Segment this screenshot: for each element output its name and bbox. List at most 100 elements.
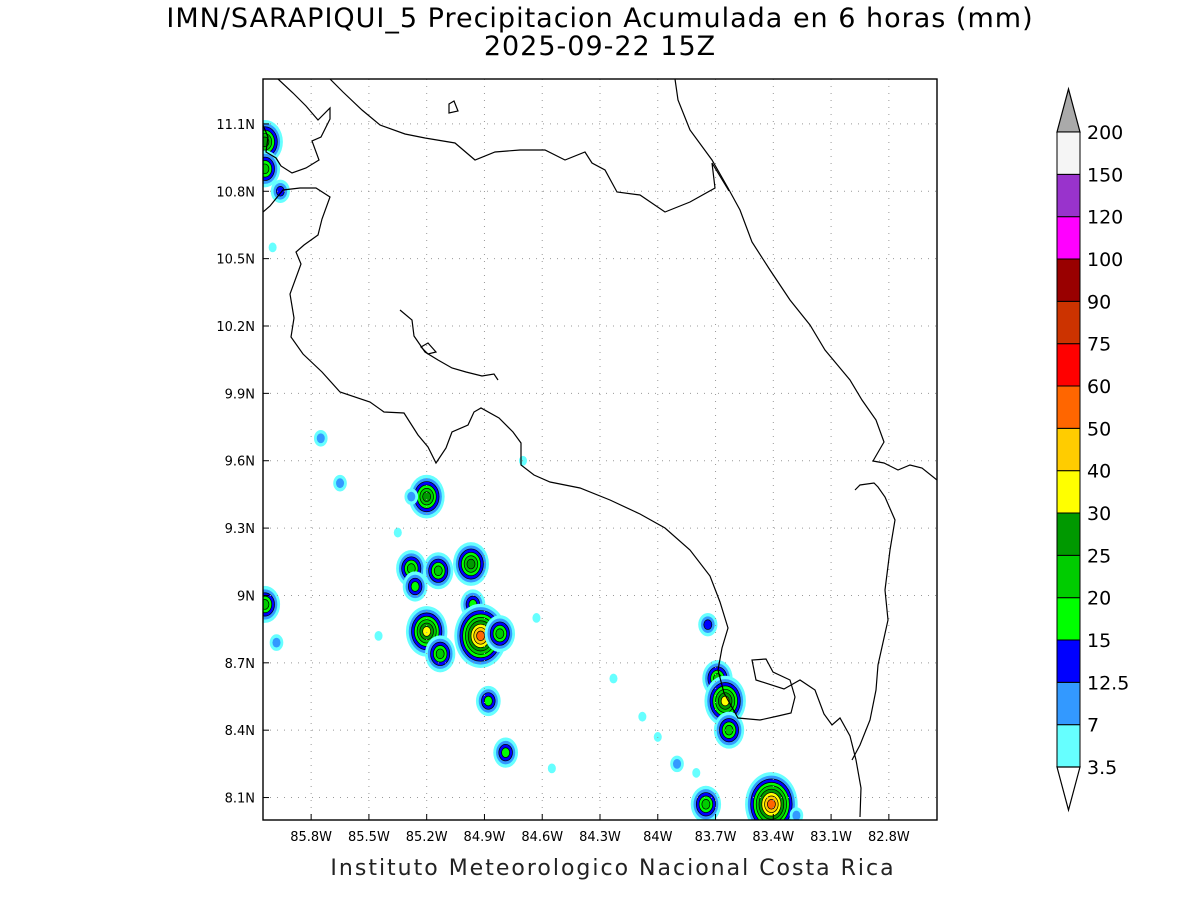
precip-cell xyxy=(692,767,701,778)
colorbar-level-label: 12.5 xyxy=(1087,672,1129,694)
precip-contour xyxy=(316,433,325,444)
precip-cell xyxy=(313,429,328,447)
precip-contour xyxy=(638,711,647,722)
tick-label-lon: 85.2W xyxy=(406,830,448,845)
island xyxy=(420,342,438,355)
precip-cell xyxy=(745,772,798,820)
precip-cell xyxy=(270,179,290,203)
colorbar-swatch xyxy=(1056,131,1081,175)
nicoya-peninsula-inner xyxy=(399,309,499,381)
caribbean-coast xyxy=(674,79,937,481)
tick-label-lat: 9N xyxy=(237,589,255,604)
colorbar-swatch xyxy=(1056,470,1081,514)
precip-contour xyxy=(495,628,505,639)
precip-cell xyxy=(475,685,501,717)
tick-label-lat: 9.6N xyxy=(225,455,255,470)
precip-cell xyxy=(423,552,454,590)
colorbar-swatch xyxy=(1056,724,1081,768)
colorbar-level-label: 20 xyxy=(1087,588,1111,610)
precip-contour xyxy=(466,558,476,570)
colorbar-swatch xyxy=(1056,681,1081,726)
tick-label-lat: 9.3N xyxy=(225,522,255,537)
colorbar-swatch xyxy=(1056,258,1081,302)
tick-label-lat: 11.1N xyxy=(216,118,255,133)
precip-contour xyxy=(433,565,443,577)
precip-cell xyxy=(268,242,277,253)
tick-label-lon: 84.9W xyxy=(464,830,506,845)
precip-cell xyxy=(402,571,428,602)
longitude-tick-labels: 85.8W 85.5W 85.2W 84.9W 84.6W 84.3W 84W 83.7W 83… xyxy=(290,814,910,845)
precip-cell xyxy=(547,763,556,774)
colorbar-swatch xyxy=(1056,512,1081,556)
precip-cell xyxy=(789,807,804,820)
colorbar-swatch xyxy=(1056,639,1081,683)
colorbar-level-label: 40 xyxy=(1087,461,1111,483)
precip-contour xyxy=(410,581,420,592)
tick-label-lon: 83.4W xyxy=(752,830,794,845)
nicoya-gulf-coast xyxy=(263,187,862,818)
coastline-boundaries xyxy=(263,79,937,818)
precip-cell xyxy=(713,711,745,749)
colorbar-level-label: 50 xyxy=(1087,418,1111,440)
footer-credit: Instituto Meteorologico Nacional Costa R… xyxy=(330,856,896,881)
precip-contour xyxy=(336,478,345,489)
precip-cell xyxy=(690,785,722,820)
colorbar-level-label: 120 xyxy=(1087,207,1123,229)
colorbar-level-label: 60 xyxy=(1087,376,1111,398)
precip-contour xyxy=(532,613,541,623)
tick-label-lat: 8.7N xyxy=(225,657,255,672)
colorbar-swatch xyxy=(1056,385,1081,429)
tick-label-lat: 10.2N xyxy=(216,320,255,335)
precip-contour xyxy=(609,673,618,684)
colorbar-swatch xyxy=(1056,427,1081,472)
precip-contour xyxy=(268,242,277,253)
map-subtitle: 2025-09-22 15Z xyxy=(483,31,717,62)
precip-cell xyxy=(484,615,516,653)
colorbar-level-label: 30 xyxy=(1087,503,1111,525)
precip-cell xyxy=(333,474,347,492)
tick-label-lat: 10.5N xyxy=(216,253,255,268)
precip-cell xyxy=(263,585,281,623)
precip-contour xyxy=(476,630,485,642)
precip-cell xyxy=(453,542,489,586)
lake-island xyxy=(448,100,459,114)
colorbar-level-label: 15 xyxy=(1087,630,1111,652)
tick-label-lat: 8.4N xyxy=(225,724,255,739)
precip-contour xyxy=(263,163,270,175)
precip-cell xyxy=(609,673,618,684)
precip-contour xyxy=(673,758,682,769)
colorbar-legend: 3.5 7 12.5 15 20 25 30 40 50 60 75 90 100 120 150 200 xyxy=(1056,86,1129,813)
tick-label-lon: 84.3W xyxy=(579,830,621,845)
tick-label-lon: 84.6W xyxy=(521,830,563,845)
precip-contour xyxy=(393,527,402,538)
precip-cell xyxy=(404,488,419,505)
tick-label-lon: 83.7W xyxy=(695,830,737,845)
precip-cell xyxy=(493,737,519,768)
precip-contour xyxy=(483,695,493,707)
colorbar-swatch xyxy=(1056,597,1081,641)
precip-contour xyxy=(701,799,711,810)
precip-contour xyxy=(547,763,556,774)
colorbar-level-label: 75 xyxy=(1087,334,1111,356)
precip-cell xyxy=(263,150,281,188)
precip-contour xyxy=(422,626,432,637)
precip-cell xyxy=(698,612,718,637)
precip-cell xyxy=(532,613,541,623)
pacific-coastline xyxy=(263,79,331,174)
precip-contour xyxy=(653,732,662,742)
tick-label-lon: 83.1W xyxy=(810,830,852,845)
tick-label-lon: 85.8W xyxy=(290,830,332,845)
precip-contour xyxy=(501,747,511,758)
colorbar-swatch xyxy=(1056,173,1081,218)
colorbar-level-label: 3.5 xyxy=(1087,757,1117,779)
latitude-tick-labels: 11.1N 10.8N 10.5N 10.2N 9.9N 9.6N 9.3N 9N 8.7N 8.… xyxy=(216,118,269,807)
precip-contour xyxy=(724,724,734,736)
precip-contour xyxy=(792,810,801,820)
colorbar-level-label: 200 xyxy=(1087,122,1123,144)
precip-contour xyxy=(435,648,445,660)
precipitation-field xyxy=(263,119,804,820)
tick-label-lon: 84W xyxy=(643,830,673,845)
tick-label-lat: 10.8N xyxy=(216,185,255,200)
tick-label-lon: 85.5W xyxy=(348,830,390,845)
